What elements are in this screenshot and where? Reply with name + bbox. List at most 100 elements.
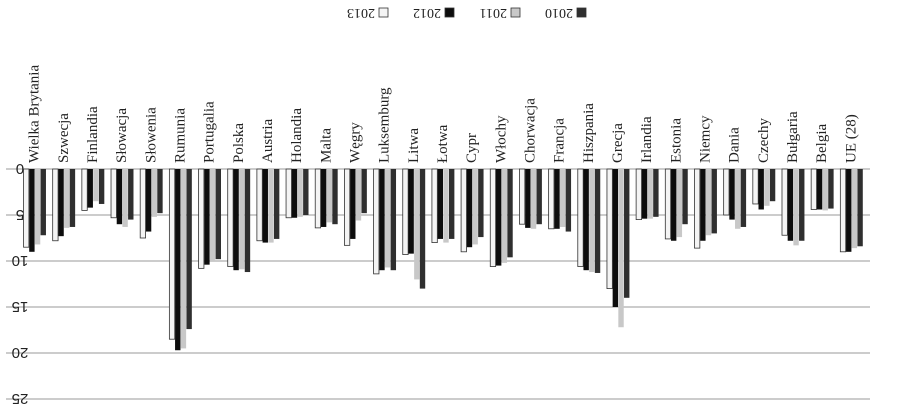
bar [273, 169, 280, 239]
category-label: Estonia [668, 118, 684, 163]
legend-label: 2011 [480, 5, 507, 20]
bar [723, 168, 730, 216]
category-label: Chorwacja [523, 98, 539, 163]
bar [839, 168, 847, 253]
bar [519, 168, 526, 225]
legend-swatch [576, 7, 587, 18]
bar [186, 169, 192, 330]
y-tick-label: 5 [16, 206, 24, 223]
bar [116, 169, 123, 225]
bar [443, 169, 449, 243]
category-label: Irlandia [639, 116, 655, 163]
bar [478, 169, 484, 238]
bar [350, 169, 356, 239]
category-label: Cypr [464, 133, 480, 163]
bar [735, 169, 741, 229]
bar [69, 169, 76, 227]
bar [58, 169, 64, 237]
bar [139, 168, 146, 239]
bar [525, 169, 531, 228]
category-label: Rumunia [172, 108, 188, 163]
bar [204, 169, 210, 265]
bar [355, 169, 362, 221]
category-label: Austria [260, 119, 276, 164]
category-label: Finlandia [85, 106, 101, 163]
bar [98, 169, 105, 204]
legend-swatch [444, 7, 455, 18]
bar [379, 169, 385, 271]
bar [857, 169, 863, 247]
bar [40, 169, 46, 236]
category-label: Dania [727, 127, 743, 163]
legend-label: 2013 [347, 5, 375, 20]
bar [729, 169, 735, 220]
bar [816, 169, 823, 210]
bar [198, 168, 205, 269]
legend-swatch [378, 7, 389, 18]
bar [694, 168, 701, 249]
category-label: Polska [231, 123, 247, 163]
category-label: Niemcy [698, 115, 714, 163]
category-label: Holandia [289, 108, 305, 163]
bar [787, 169, 794, 241]
category-label: Węgry [347, 122, 363, 163]
bar [268, 169, 274, 243]
bar [168, 168, 176, 340]
bar [408, 169, 414, 254]
bar [437, 169, 443, 239]
bar [233, 169, 239, 271]
bar [215, 169, 221, 260]
bar [256, 168, 263, 242]
bar [851, 169, 858, 249]
bar [314, 168, 322, 229]
bar [764, 169, 770, 206]
bar [594, 169, 601, 273]
bar [244, 169, 251, 273]
bar [606, 168, 613, 289]
bar [361, 169, 367, 214]
category-label: Hiszpania [581, 103, 597, 163]
bar [682, 169, 688, 225]
legend-label: 2010 [545, 5, 573, 20]
bar [489, 168, 497, 267]
legend-label: 2012 [413, 5, 441, 20]
bar [402, 168, 409, 255]
category-label: Włochy [493, 115, 509, 163]
bar [612, 169, 619, 307]
bar [122, 169, 128, 227]
legend-swatch [510, 7, 521, 18]
category-label: Wielka Brytania [27, 65, 43, 163]
bar [635, 168, 642, 221]
bar [23, 168, 30, 248]
bar [175, 169, 181, 351]
bar [110, 168, 117, 219]
bar [145, 169, 152, 232]
bar [128, 169, 134, 220]
bar [320, 169, 327, 227]
bar [793, 169, 799, 246]
bar [291, 169, 298, 218]
bar [157, 169, 163, 214]
bar [297, 169, 303, 217]
bar [209, 169, 216, 262]
bar [390, 169, 397, 271]
bar [565, 169, 572, 232]
bar [752, 168, 759, 205]
bar [285, 168, 292, 219]
bar [448, 169, 455, 239]
bar [810, 168, 817, 210]
bar [740, 169, 747, 227]
bar [577, 168, 584, 267]
bar [344, 168, 351, 246]
bar [29, 169, 35, 252]
bar [414, 169, 420, 280]
bar [781, 168, 788, 236]
bar [64, 169, 70, 228]
bar [466, 169, 473, 248]
y-tick-label: 25 [12, 390, 29, 407]
bar [758, 169, 764, 210]
bar [227, 168, 234, 267]
category-label: Grecja [610, 123, 626, 163]
